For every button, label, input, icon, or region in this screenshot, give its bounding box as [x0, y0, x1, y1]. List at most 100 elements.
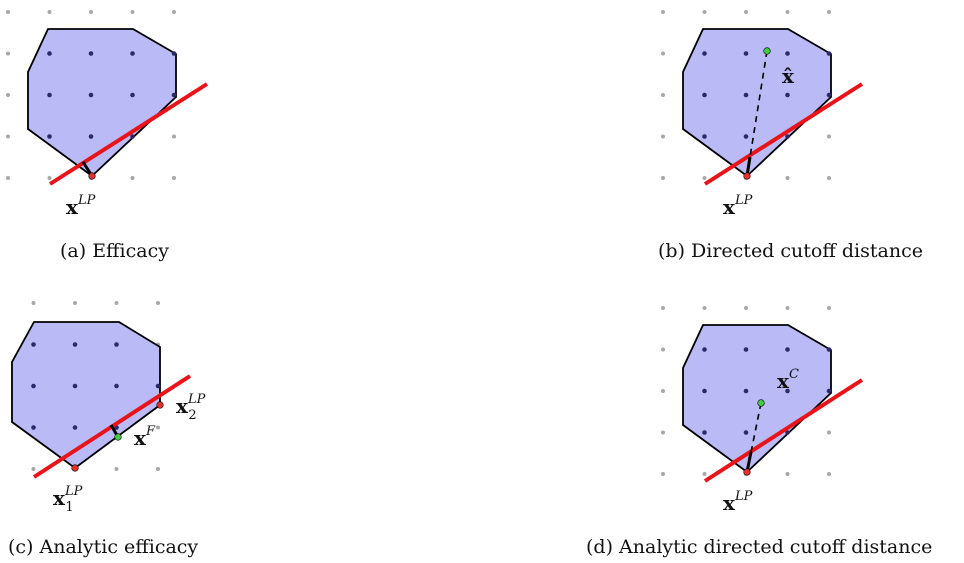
interior-lattice-point — [130, 51, 135, 56]
interior-lattice-point — [743, 92, 749, 98]
lattice-point — [661, 306, 665, 310]
lattice-point — [156, 467, 160, 471]
lattice-point — [827, 306, 831, 310]
grid-dots — [661, 10, 831, 180]
interior-lattice-point — [47, 134, 52, 139]
grid-dots — [6, 10, 176, 180]
lattice-point — [785, 306, 790, 310]
interior-lattice-point — [826, 51, 832, 56]
lattice-point — [31, 301, 36, 305]
diagram-c: xLP 1 xLP 2 xF — [11, 301, 206, 515]
lattice-point — [827, 176, 831, 180]
interior-lattice-point — [114, 383, 119, 389]
hat-point — [763, 47, 771, 55]
lattice-point — [47, 176, 52, 180]
lattice-point — [661, 10, 665, 14]
interior-lattice-point — [743, 134, 749, 139]
lattice-point — [702, 176, 707, 180]
lattice-point — [89, 10, 93, 14]
lp1-label: xLP 1 — [53, 484, 83, 515]
interior-lattice-point — [785, 51, 790, 56]
lattice-point — [130, 176, 135, 180]
lattice-point — [827, 472, 831, 476]
lp-point-2 — [156, 401, 164, 409]
lattice-point — [661, 134, 665, 139]
lattice-point — [47, 10, 52, 14]
interior-lattice-point — [826, 347, 832, 352]
lattice-point — [661, 389, 665, 393]
lp-label: xLP — [723, 489, 753, 515]
c-label: xC — [777, 367, 799, 393]
interior-lattice-point — [155, 383, 161, 389]
lattice-point — [6, 176, 10, 180]
lattice-point — [6, 10, 10, 14]
interior-lattice-point — [31, 425, 36, 430]
cut-line — [48, 82, 209, 186]
interior-lattice-point — [47, 51, 52, 56]
lattice-point — [785, 472, 790, 476]
lattice-point — [31, 467, 36, 471]
interior-lattice-point — [171, 92, 177, 98]
interior-lattice-point — [72, 425, 78, 430]
panel-c: xLP 1 xLP 2 xF — [0, 290, 240, 520]
panel-b: x̂ xLP — [655, 0, 895, 230]
lattice-point — [661, 347, 665, 352]
lattice-point — [130, 10, 135, 14]
panel-a: xLP — [0, 0, 240, 230]
interior-lattice-point — [785, 92, 790, 98]
interior-lattice-point — [743, 388, 749, 394]
lp-point — [743, 172, 751, 180]
cut-line — [703, 378, 864, 483]
grid-dots — [661, 306, 831, 476]
interior-lattice-point — [702, 51, 707, 56]
lattice-point — [702, 306, 707, 310]
interior-lattice-point — [72, 342, 78, 347]
interior-points — [31, 342, 161, 430]
interior-lattice-point — [702, 134, 707, 139]
polytope — [682, 28, 832, 178]
interior-lattice-point — [130, 134, 135, 139]
interior-lattice-point — [702, 388, 707, 394]
interior-lattice-point — [785, 430, 790, 435]
lp-point — [88, 172, 96, 180]
interior-lattice-point — [47, 92, 52, 98]
polytope — [682, 324, 832, 474]
interior-points — [702, 347, 832, 435]
interior-lattice-point — [743, 51, 749, 56]
diagram-b: x̂ xLP — [661, 10, 864, 219]
lp-label: xLP — [723, 193, 753, 219]
hat-label: x̂ — [782, 64, 795, 88]
lattice-point — [6, 51, 10, 56]
lattice-point — [661, 472, 665, 476]
interior-lattice-point — [72, 383, 78, 389]
diagram-a: xLP — [6, 10, 209, 219]
lattice-point — [114, 301, 119, 305]
lattice-point — [785, 10, 790, 14]
interior-lattice-point — [31, 383, 36, 389]
lattice-point — [744, 306, 748, 310]
f-label: xF — [134, 424, 156, 450]
lp-label: xLP — [66, 193, 96, 219]
lattice-point — [6, 134, 10, 139]
lp-point — [743, 468, 751, 476]
cut-line — [703, 82, 864, 186]
lattice-point — [172, 10, 176, 14]
interior-lattice-point — [114, 342, 119, 347]
lattice-point — [827, 134, 831, 139]
lp2-label: xLP 2 — [176, 392, 206, 423]
interior-lattice-point — [702, 92, 707, 98]
interior-lattice-point — [88, 92, 94, 98]
lattice-point — [661, 176, 665, 180]
polytope — [27, 28, 177, 178]
lp-point-1 — [71, 464, 79, 472]
lattice-point — [114, 467, 119, 471]
interior-lattice-point — [171, 51, 177, 56]
panel-d: xC xLP — [655, 290, 895, 520]
interior-lattice-point — [702, 430, 707, 435]
caption-a: (a) Efficacy — [60, 240, 169, 262]
lattice-point — [661, 51, 665, 56]
interior-lattice-point — [785, 388, 790, 394]
diagram-d: xC xLP — [661, 306, 864, 515]
lattice-point — [156, 301, 160, 305]
lattice-point — [172, 176, 176, 180]
